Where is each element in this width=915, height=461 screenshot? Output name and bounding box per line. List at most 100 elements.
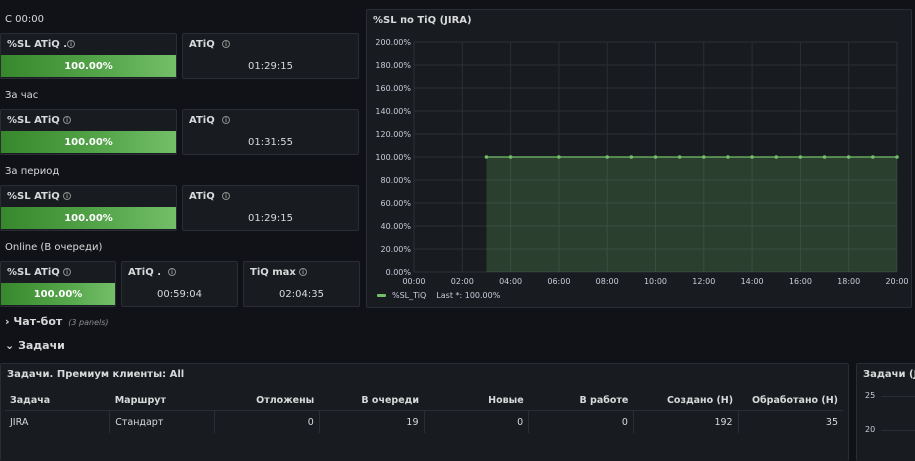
column-header[interactable]: В работе <box>528 390 634 411</box>
series-area <box>486 157 897 272</box>
data-point <box>895 155 899 159</box>
panel-title: %SL ATiQ <box>7 191 60 202</box>
column-header[interactable]: Отложены <box>214 390 320 411</box>
info-icon[interactable]: i <box>168 268 176 276</box>
info-icon[interactable]: i <box>63 192 71 200</box>
sl-value: 100.00% <box>64 136 113 148</box>
sl-tiq-chart: 0.00% 20.00% 40.00% 60.00% 80.00% 100.00% 120.… <box>375 38 908 286</box>
atiq-panel-hour[interactable]: ATiQ i 01:31:55 <box>182 109 359 155</box>
legend-series-name: %SL_TiQ <box>392 291 427 300</box>
atiq-panel-today[interactable]: ATiQ i 01:29:15 <box>182 33 359 79</box>
data-point <box>557 155 561 159</box>
table-title: Задачи. Премиум клиенты: All <box>7 369 185 380</box>
data-point <box>702 155 706 159</box>
tiq-max-value: 02:04:35 <box>279 289 324 300</box>
x-tick-label: 14:00 <box>741 277 764 286</box>
panel-title: %SL ATiQ . <box>7 39 68 50</box>
panel-title: ATiQ <box>189 39 215 50</box>
sl-tiq-chart-panel[interactable]: %SL по TiQ (JIRA) 0.00% 20.00% 40.00% 60.00… <box>366 9 912 308</box>
panel-title: ATiQ <box>189 115 215 126</box>
table-header-row: Задача Маршрут Отложены В очереди Новые … <box>5 390 843 411</box>
sl-atiq-panel-online[interactable]: %SL ATiQ i 100.00% <box>0 261 116 307</box>
x-tick-label: 10:00 <box>644 277 667 286</box>
atiq-value: 01:29:15 <box>248 213 293 224</box>
y-tick-label: 120.00% <box>375 130 411 139</box>
row-toggle-tasks[interactable]: ⌄ Задачи <box>5 339 65 352</box>
tasks-table: Задача Маршрут Отложены В очереди Новые … <box>5 390 843 433</box>
y-tick-label: 80.00% <box>380 176 411 185</box>
data-point <box>629 155 634 159</box>
panel-title: ATiQ <box>189 191 215 202</box>
chart-title: %SL по TiQ (JIRA) <box>373 15 472 26</box>
data-point <box>653 155 658 159</box>
table-cell: 0 <box>424 410 530 433</box>
column-header[interactable]: Маршрут <box>109 390 215 411</box>
column-header[interactable]: Задача <box>5 390 110 411</box>
legend-last-value: Last *: 100.00% <box>436 291 501 300</box>
x-tick-label: 06:00 <box>547 277 570 286</box>
column-header[interactable]: Новые <box>424 390 529 411</box>
info-icon[interactable]: i <box>67 40 75 48</box>
table-cell: Стандарт <box>109 410 215 433</box>
info-icon[interactable]: i <box>222 40 230 48</box>
row-panel-count: (3 panels) <box>68 318 109 327</box>
side-y-tick: 20 <box>865 425 876 434</box>
info-icon[interactable]: i <box>222 116 230 124</box>
section-per-hour: За час <box>5 90 39 101</box>
chart-legend[interactable]: %SL_TiQ Last *: 100.00% <box>377 291 500 300</box>
column-header[interactable]: Создано (Н) <box>633 390 739 411</box>
row-toggle-chatbot[interactable]: › Чат-бот (3 panels) <box>5 315 109 328</box>
info-icon[interactable]: i <box>299 268 307 276</box>
atiq-panel-online[interactable]: ATiQ . i 00:59:04 <box>121 261 238 307</box>
sl-value-bar: 100.00% <box>1 207 176 229</box>
y-tick-label: 200.00% <box>375 38 411 47</box>
x-tick-label: 12:00 <box>692 277 715 286</box>
side-gridline <box>881 396 915 397</box>
sl-value-bar: 100.00% <box>1 283 115 305</box>
sl-value: 100.00% <box>33 288 83 300</box>
y-tick-label: 20.00% <box>380 245 411 254</box>
row-title: Чат-бот <box>13 315 63 328</box>
panel-title: TiQ max <box>250 267 296 278</box>
y-tick-label: 160.00% <box>375 84 411 93</box>
x-tick-label: 08:00 <box>596 277 619 286</box>
atiq-value: 01:29:15 <box>248 61 293 72</box>
tiq-max-panel-online[interactable]: TiQ max i 02:04:35 <box>243 261 360 307</box>
table-cell: 0 <box>214 410 320 433</box>
data-point <box>774 155 779 159</box>
atiq-panel-period[interactable]: ATiQ i 01:29:15 <box>182 185 359 231</box>
data-point <box>822 155 827 159</box>
data-point <box>484 155 489 159</box>
section-since-midnight: С 00:00 <box>5 14 44 25</box>
sl-atiq-panel-hour[interactable]: %SL ATiQ i 100.00% <box>0 109 177 155</box>
y-tick-label: 60.00% <box>380 199 411 208</box>
side-y-tick: 25 <box>865 391 876 400</box>
y-tick-label: 180.00% <box>375 61 411 70</box>
legend-swatch <box>377 294 386 297</box>
sl-atiq-panel-today[interactable]: %SL ATiQ . i 100.00% <box>0 33 177 79</box>
data-point <box>871 155 875 159</box>
side-gridline <box>881 430 915 431</box>
x-tick-label: 02:00 <box>451 277 474 286</box>
atiq-value: 00:59:04 <box>157 289 202 300</box>
panel-title: %SL ATiQ <box>7 267 60 278</box>
atiq-value: 01:31:55 <box>248 137 293 148</box>
sl-atiq-panel-period[interactable]: %SL ATiQ i 100.00% <box>0 185 177 231</box>
info-icon[interactable]: i <box>63 116 71 124</box>
table-row: JIRA Стандарт 0 19 0 0 192 35 <box>5 410 843 433</box>
data-point <box>798 155 803 159</box>
table-cell: 192 <box>633 410 739 433</box>
column-header[interactable]: Обработано (Н) <box>738 390 843 411</box>
sl-value: 100.00% <box>64 60 113 72</box>
y-tick-label: 0.00% <box>386 268 412 277</box>
section-online: Online (В очереди) <box>5 242 103 253</box>
info-icon[interactable]: i <box>222 192 230 200</box>
y-tick-label: 140.00% <box>375 107 411 116</box>
x-tick-label: 00:00 <box>402 277 425 286</box>
data-point <box>750 155 754 159</box>
column-header[interactable]: В очереди <box>319 390 424 411</box>
tasks-jira-side-panel[interactable]: Задачи (JIR 25 20 <box>856 363 915 461</box>
row-title: Задачи <box>18 339 65 352</box>
info-icon[interactable]: i <box>63 268 71 276</box>
tasks-table-panel[interactable]: Задачи. Премиум клиенты: All Задача Марш… <box>0 363 849 461</box>
